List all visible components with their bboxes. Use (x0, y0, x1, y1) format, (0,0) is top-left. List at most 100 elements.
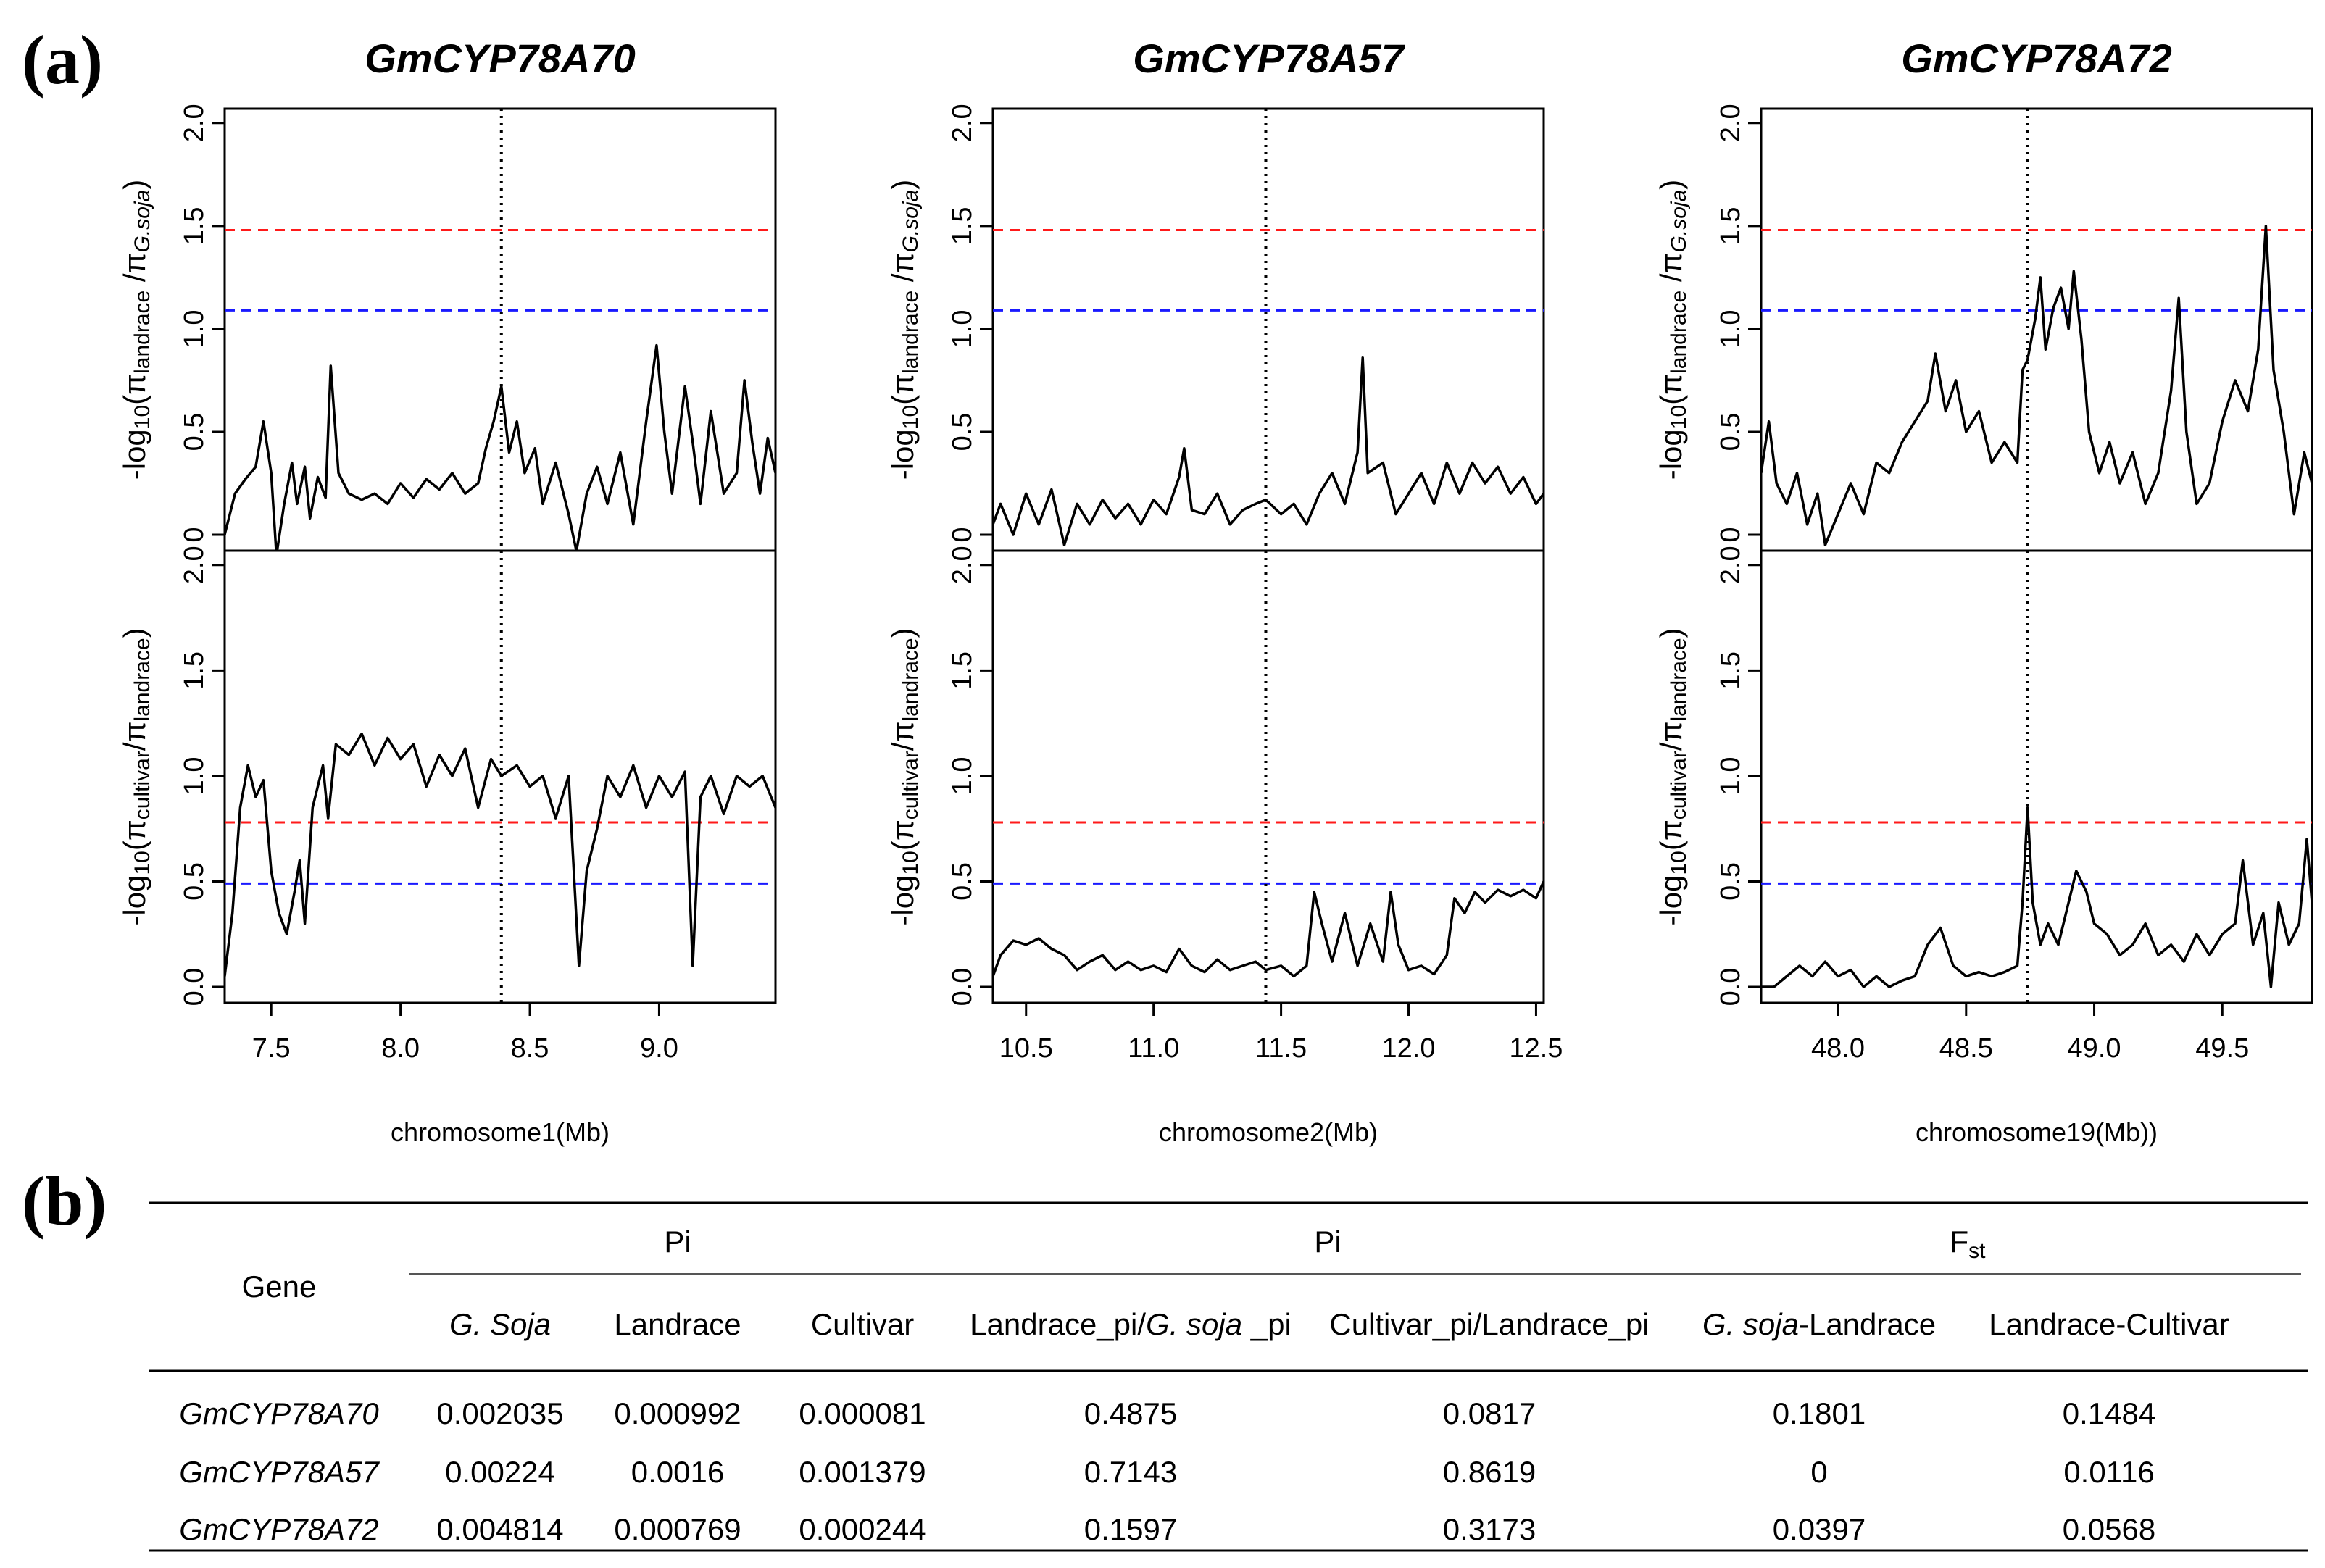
chart-title: GmCYP78A72 (1901, 36, 2172, 81)
y-tick-label: 0.5 (179, 862, 209, 901)
y-tick-label: 1.5 (1715, 651, 1746, 690)
table-cell-gene: GmCYP78A70 (179, 1396, 379, 1430)
table-column-header: G. Soja (449, 1307, 551, 1341)
y-axis-label-part: cultivar (130, 751, 154, 820)
table-cell-gene: GmCYP78A72 (179, 1512, 378, 1546)
panel-a-label: (a) (22, 21, 103, 99)
y-axis-label-part: landrace (130, 638, 154, 721)
column-header-part: G. Soja (449, 1307, 551, 1341)
y-tick-label: 0 (947, 527, 978, 542)
y-axis-label-part: -log (886, 429, 920, 480)
y-tick-label: 1.5 (947, 651, 978, 690)
y-axis-label-part: landrace (130, 291, 154, 374)
y-axis-label-part: landrace (1667, 638, 1691, 721)
table-cell: 0.0817 (1443, 1396, 1536, 1430)
table-cell: 0.8619 (1443, 1455, 1536, 1489)
data-series-line (1761, 225, 2312, 546)
y-axis-label-part: 10 (130, 851, 154, 875)
y-axis-label-part: (π (117, 374, 151, 405)
y-axis-label-part: 10 (899, 851, 923, 875)
y-axis-label-part: (π (886, 820, 920, 851)
y-tick-label: 1.0 (179, 309, 209, 348)
column-header-part: Landrace-Cultivar (1989, 1307, 2229, 1341)
table-column-header: Cultivar_pi/Landrace_pi (1329, 1307, 1649, 1341)
table-cell: 0.0397 (1773, 1512, 1866, 1546)
y-tick-label: 0.5 (1715, 862, 1746, 901)
panel-bottom: 0.0 0.5 1.0 1.5 2.0 -log10(πcultivar/πlandrac… (886, 546, 1563, 1147)
y-axis-label-part: ) (1654, 627, 1688, 638)
column-header-part: Cultivar (811, 1307, 914, 1341)
table-gene-header: Gene (242, 1269, 317, 1304)
data-series-line (993, 880, 1544, 978)
y-tick-label: 1.0 (179, 756, 209, 795)
table-column-header: Landrace (614, 1307, 741, 1341)
group-header-text: Pi (1314, 1225, 1341, 1259)
x-tick-label: 11.0 (1128, 1033, 1179, 1064)
table-cell: 0.000081 (799, 1396, 926, 1430)
table-group-header: Fst (1950, 1225, 1987, 1263)
panel-b-label: (b) (22, 1162, 107, 1240)
table-cell: 0.1597 (1084, 1512, 1177, 1546)
y-axis-label-part: 10 (899, 405, 923, 429)
panel-top: 0 0.5 1.0 1.5 2.0 -log10(πlandrace /πG.soja) (117, 104, 777, 552)
table-cell: 0.000244 (799, 1512, 926, 1546)
y-axis-label-part: ) (886, 180, 920, 190)
y-tick-label: 0.0 (1715, 968, 1746, 1006)
x-tick-label: 8.5 (511, 1033, 549, 1064)
x-axis-label: chromosome19(Mb)) (1916, 1117, 2158, 1147)
y-tick-label: 0 (1715, 527, 1746, 542)
x-tick-label: 10.5 (999, 1033, 1053, 1064)
table-group-header: Pi (1314, 1225, 1341, 1259)
table-column-header: G. soja-Landrace (1702, 1307, 1936, 1341)
y-axis-label-part: cultivar (1667, 751, 1691, 820)
y-axis-label-part: G.soja (1667, 190, 1691, 253)
y-axis-label-part: ) (886, 627, 920, 638)
group-header-text: Pi (664, 1225, 691, 1259)
y-axis-label: -log10(πcultivar/πlandrace) (886, 627, 923, 925)
y-axis-label-part: (π (117, 820, 151, 851)
y-axis-label-part: 10 (1667, 851, 1691, 875)
y-axis-label-part: -log (117, 429, 151, 480)
table-row: GmCYP78A57 0.00224 0.0016 0.001379 0.7143 0.8… (179, 1455, 2154, 1489)
y-axis-label-part: -log (886, 875, 920, 926)
y-axis-label-part: G.soja (899, 190, 923, 253)
y-tick-label: 1.0 (1715, 756, 1746, 795)
y-axis-label: -log10(πlandrace /πG.soja) (886, 180, 923, 480)
y-axis-label: -log10(πcultivar/πlandrace) (117, 627, 154, 925)
y-tick-label: 1.5 (1715, 207, 1746, 245)
x-tick-label: 9.0 (640, 1033, 678, 1064)
chart-gmcyp78a70: GmCYP78A70 0 0.5 1.0 1.5 2.0 -log10(πlandrace … (117, 36, 777, 1147)
y-axis-label-part: landrace (1667, 291, 1691, 374)
plot-frame (1760, 549, 2313, 1004)
y-tick-label: 2.0 (1715, 546, 1746, 584)
y-axis-label-part: (π (886, 374, 920, 405)
y-axis-label-part: /π (1654, 722, 1688, 751)
data-series-line (1761, 806, 2312, 988)
y-tick-label: 1.0 (947, 309, 978, 348)
chart-title: GmCYP78A57 (1133, 36, 1405, 81)
y-tick-label: 2.0 (179, 546, 209, 584)
table-cell: 0.1801 (1773, 1396, 1866, 1430)
x-tick-label: 7.5 (252, 1033, 291, 1064)
panel-top: 0 0.5 1.0 1.5 2.0 -log10(πlandrace /πG.soja) (886, 104, 1545, 552)
data-series-line (225, 732, 775, 977)
table-cell: 0.4875 (1084, 1396, 1177, 1430)
group-header-text: F (1950, 1225, 1969, 1259)
y-axis-label-part: /π (886, 252, 920, 290)
x-tick-label: 48.0 (1811, 1033, 1865, 1064)
table-row: GmCYP78A72 0.004814 0.000769 0.000244 0.1597… (179, 1512, 2155, 1546)
table-cell: 0.3173 (1443, 1512, 1536, 1546)
x-tick-label: 12.0 (1382, 1033, 1436, 1064)
chart-gmcyp78a57: GmCYP78A57 0 0.5 1.0 1.5 2.0 -log10(πlandrace … (886, 36, 1563, 1147)
y-tick-label: 2.0 (947, 104, 978, 142)
y-tick-label: 0.5 (179, 413, 209, 451)
y-axis-label-part: (π (1654, 820, 1688, 851)
column-header-part: _pi (1242, 1307, 1292, 1341)
y-tick-label: 2.0 (179, 104, 209, 142)
y-tick-label: 2.0 (1715, 104, 1746, 142)
table-cell: 0.0016 (631, 1455, 724, 1489)
y-tick-label: 0 (179, 527, 209, 542)
column-header-part: Cultivar_pi/Landrace_pi (1329, 1307, 1649, 1341)
y-axis-label-part: /π (117, 252, 151, 290)
